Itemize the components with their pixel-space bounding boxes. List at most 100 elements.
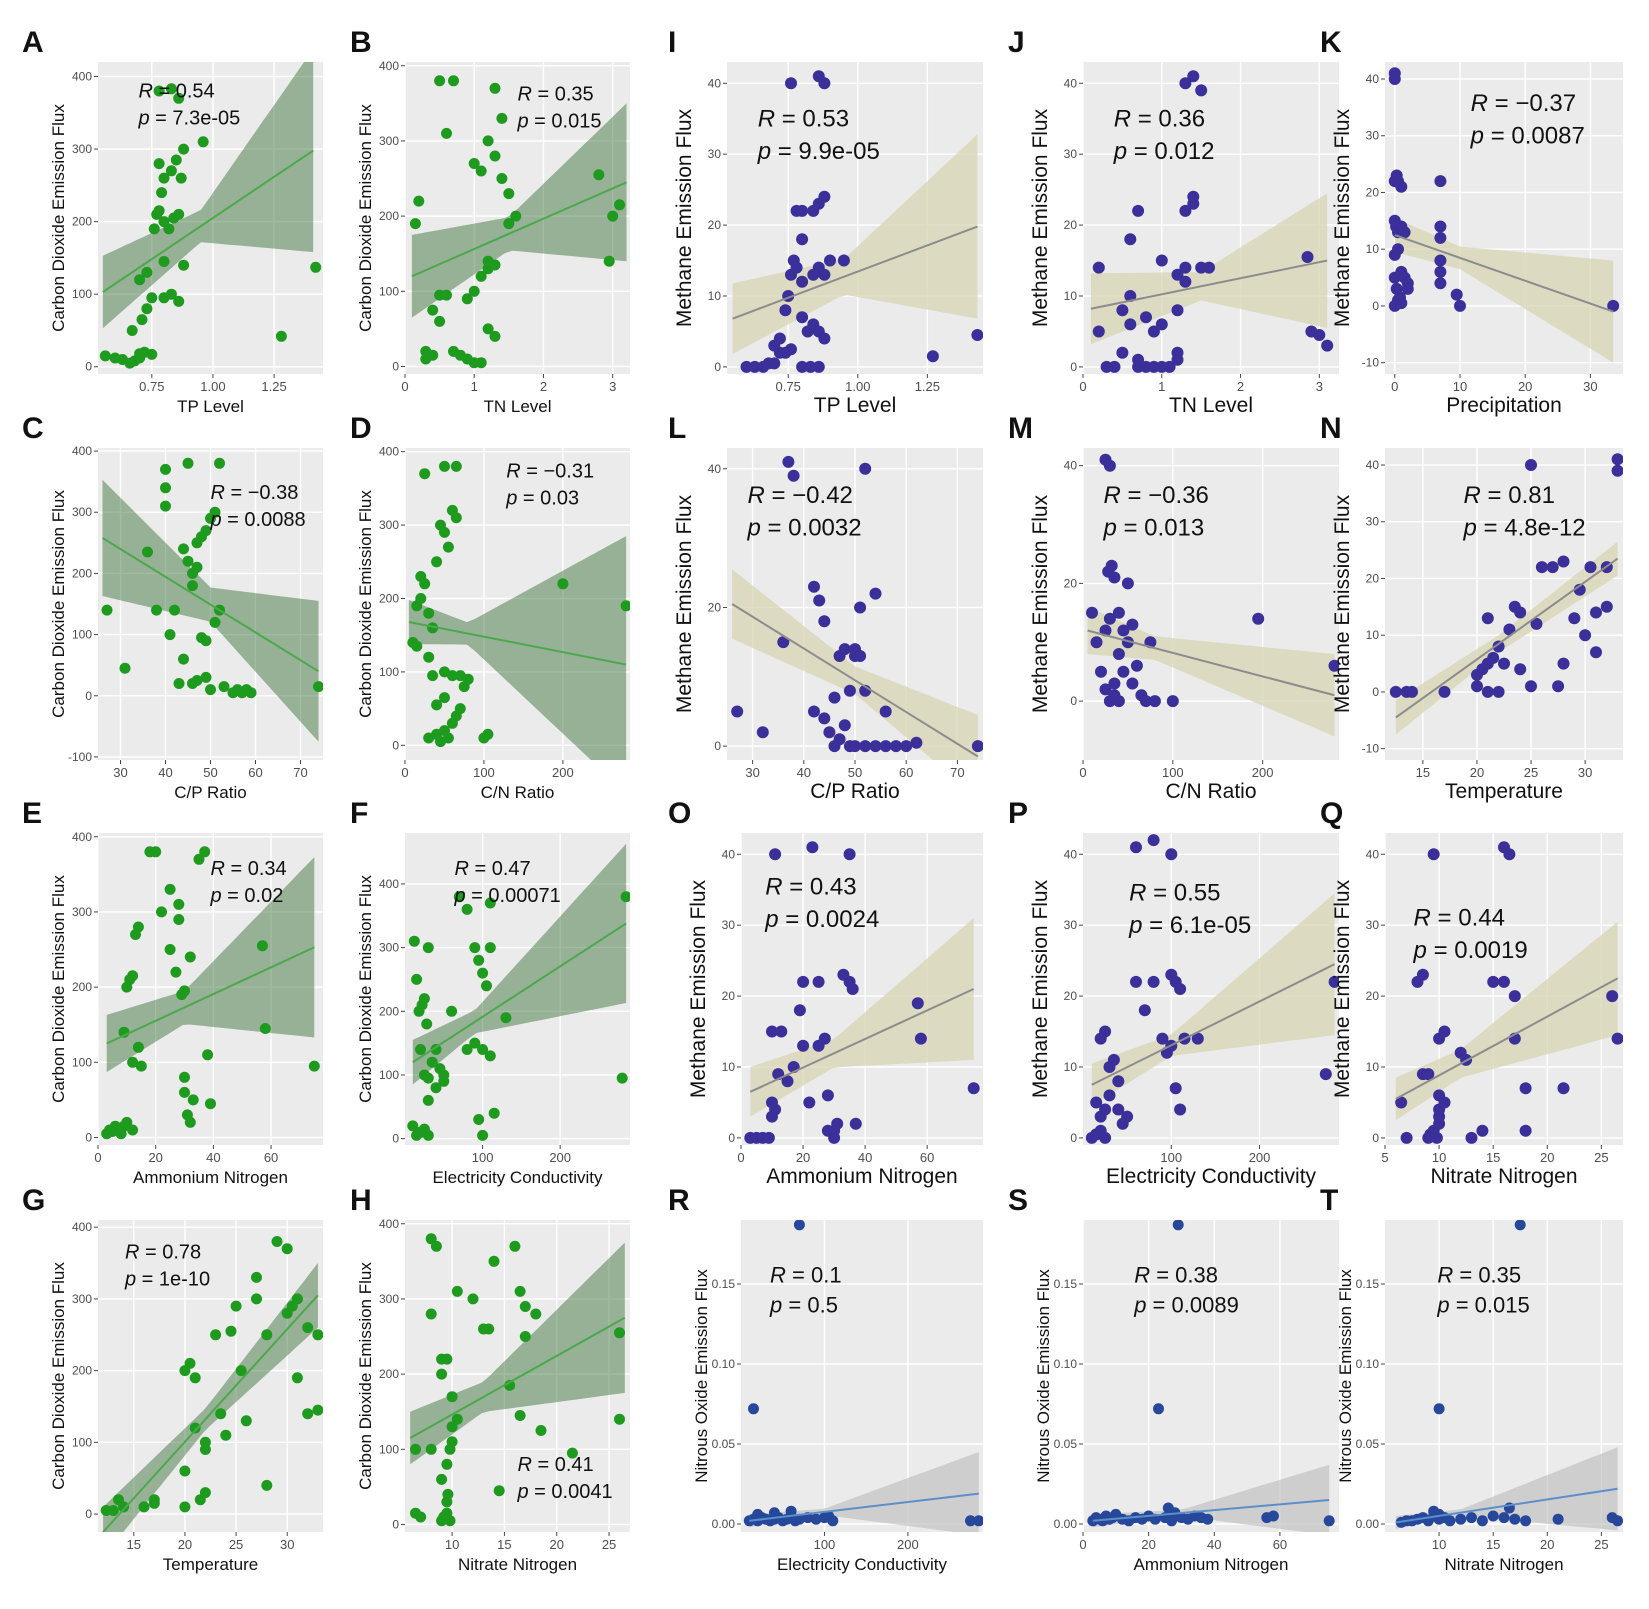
data-point bbox=[1530, 617, 1543, 630]
data-point bbox=[436, 1368, 448, 1380]
data-point bbox=[291, 1372, 303, 1384]
y-tick-label: 20 bbox=[1064, 576, 1078, 590]
data-point bbox=[173, 295, 185, 307]
data-point bbox=[1509, 1513, 1521, 1525]
data-point bbox=[467, 1293, 479, 1305]
y-tick-label: 0 bbox=[392, 1132, 399, 1146]
data-point bbox=[818, 77, 831, 90]
x-tick-label: 40 bbox=[206, 1150, 220, 1165]
x-tick-label: 70 bbox=[293, 765, 307, 780]
y-tick-label: 0 bbox=[85, 689, 92, 703]
r-value: R = 0.1 bbox=[770, 1263, 842, 1288]
data-point bbox=[603, 255, 615, 267]
data-point bbox=[1481, 685, 1494, 698]
data-point bbox=[484, 942, 496, 954]
r-value: R = 0.81 bbox=[1464, 482, 1555, 509]
y-tick-label: 200 bbox=[72, 980, 92, 994]
data-point bbox=[1498, 1512, 1510, 1524]
data-point bbox=[119, 662, 131, 674]
x-tick-label: 60 bbox=[1273, 1537, 1287, 1552]
data-point bbox=[503, 218, 515, 230]
data-point bbox=[803, 1096, 816, 1109]
data-point bbox=[148, 223, 160, 235]
data-point bbox=[446, 1391, 458, 1403]
data-point bbox=[1086, 606, 1098, 619]
data-point bbox=[1124, 318, 1137, 331]
data-point bbox=[451, 1285, 463, 1297]
data-point bbox=[1433, 1403, 1445, 1415]
regression-line bbox=[1395, 557, 1619, 719]
data-point bbox=[1492, 685, 1505, 698]
data-point bbox=[1166, 695, 1179, 708]
y-tick-label: 0 bbox=[392, 1517, 399, 1531]
y-axis-label: Methane Emission Flux bbox=[1331, 879, 1354, 1098]
panel-E: E 0 20 40 60 0 100 200 300 400 Ammonium Nitrogen Ca… bbox=[22, 797, 323, 1187]
data-point bbox=[158, 256, 170, 267]
y-tick-label: 40 bbox=[722, 847, 736, 861]
data-point bbox=[200, 635, 212, 647]
data-point bbox=[1090, 636, 1103, 649]
data-point bbox=[127, 1056, 139, 1068]
data-point bbox=[593, 169, 605, 181]
y-axis-label: Carbon Dioxide Emission Flux bbox=[49, 875, 68, 1103]
y-tick-label: 400 bbox=[72, 1220, 92, 1234]
x-tick-label: 40 bbox=[797, 765, 811, 780]
data-point bbox=[796, 360, 809, 373]
data-point bbox=[441, 1458, 453, 1470]
r-value: R = −0.42 bbox=[747, 482, 852, 509]
x-axis-label: C/N Ratio bbox=[1165, 780, 1256, 803]
panel-label: B bbox=[350, 26, 372, 59]
data-point bbox=[793, 1004, 806, 1017]
data-point bbox=[510, 210, 522, 222]
x-axis-label: Temperature bbox=[163, 1555, 258, 1574]
data-point bbox=[200, 671, 212, 683]
r-value: R = 0.35 bbox=[518, 84, 594, 106]
data-point bbox=[441, 289, 452, 301]
data-point bbox=[496, 173, 508, 184]
data-point bbox=[1130, 975, 1142, 988]
y-tick-label: 0.05 bbox=[1054, 1437, 1078, 1451]
y-tick-label: 20 bbox=[722, 989, 736, 1003]
x-tick-label: 20 bbox=[550, 1537, 564, 1552]
data-point bbox=[477, 1129, 489, 1141]
data-point bbox=[453, 891, 465, 903]
regression-line bbox=[1091, 963, 1336, 1086]
confidence-band bbox=[411, 103, 627, 318]
x-tick-label: 3 bbox=[1316, 379, 1323, 394]
regression-line bbox=[411, 181, 627, 278]
x-tick-label: 20 bbox=[1518, 379, 1532, 394]
x-axis-label: Ammonium Nitrogen bbox=[1134, 1555, 1289, 1574]
data-point bbox=[430, 1240, 442, 1252]
data-point bbox=[121, 1116, 133, 1128]
data-point bbox=[519, 1301, 531, 1312]
data-point bbox=[793, 1220, 805, 1231]
data-point bbox=[1155, 254, 1168, 267]
data-point bbox=[782, 455, 795, 468]
x-tick-label: 20 bbox=[1141, 1537, 1155, 1552]
data-point bbox=[1454, 299, 1466, 312]
data-point bbox=[1155, 318, 1168, 331]
r-value: R = 0.78 bbox=[125, 1242, 201, 1264]
p-value: p = 0.0041 bbox=[517, 1481, 613, 1503]
data-point bbox=[1611, 464, 1623, 477]
plot-background bbox=[98, 833, 323, 1145]
x-tick-label: 1.25 bbox=[915, 379, 940, 394]
data-point bbox=[1401, 277, 1414, 290]
x-tick-label: 0 bbox=[94, 1150, 101, 1165]
y-tick-label: 0 bbox=[85, 360, 92, 374]
regression-line bbox=[102, 1294, 319, 1532]
data-point bbox=[409, 218, 421, 230]
data-point bbox=[1174, 1103, 1187, 1116]
data-point bbox=[191, 561, 203, 573]
data-point bbox=[1434, 231, 1447, 244]
data-point bbox=[214, 457, 225, 469]
data-point bbox=[1124, 233, 1137, 246]
data-point bbox=[1434, 254, 1447, 267]
data-point bbox=[170, 966, 182, 978]
data-point bbox=[148, 1494, 160, 1506]
data-point bbox=[812, 360, 825, 373]
regression-line bbox=[1395, 1487, 1618, 1524]
data-point bbox=[448, 75, 459, 87]
data-point bbox=[614, 1413, 625, 1425]
